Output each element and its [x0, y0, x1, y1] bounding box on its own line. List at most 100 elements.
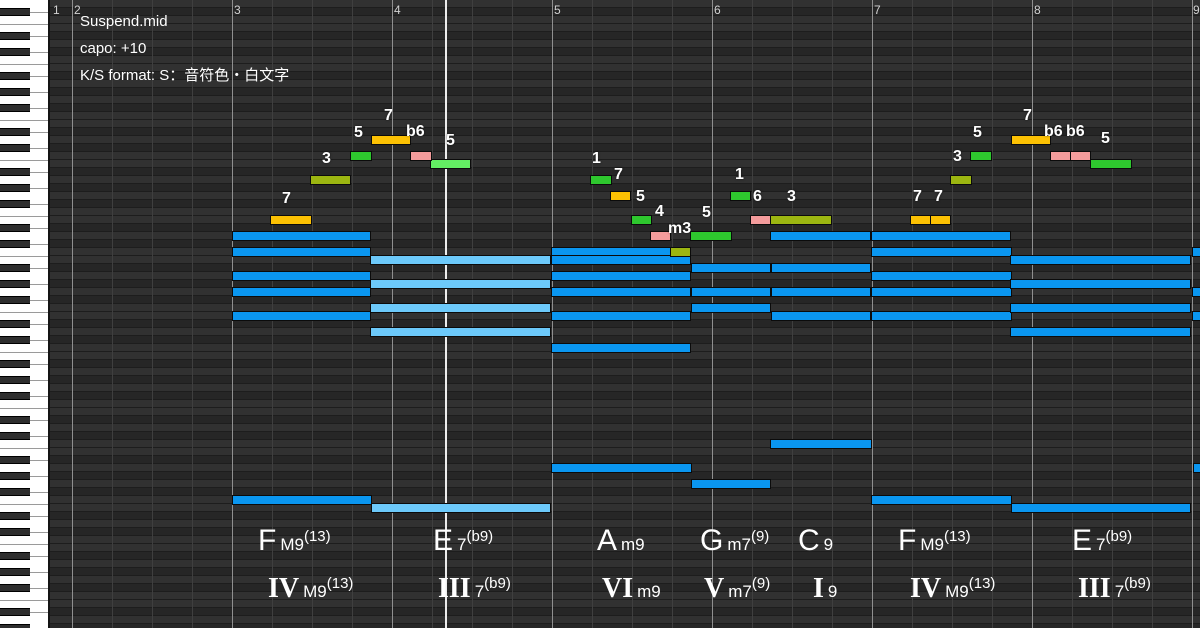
midi-note-blue[interactable] [551, 463, 692, 473]
piano-key-black[interactable] [0, 264, 30, 272]
piano-key-black[interactable] [0, 376, 30, 384]
piano-key-black[interactable] [0, 72, 30, 80]
midi-note-blue[interactable] [871, 287, 1012, 297]
midi-note-pink[interactable] [650, 231, 671, 241]
midi-note-pink[interactable] [750, 215, 771, 225]
midi-note-blue[interactable] [691, 479, 771, 489]
midi-note-green[interactable] [590, 175, 612, 185]
piano-key-black[interactable] [0, 104, 30, 112]
piano-key-black[interactable] [0, 552, 30, 560]
midi-note-blue[interactable] [770, 231, 871, 241]
piano-key-black[interactable] [0, 336, 30, 344]
degree-label: 1 [735, 166, 744, 183]
midi-note-blue[interactable] [1192, 287, 1200, 297]
piano-key-black[interactable] [0, 128, 30, 136]
midi-note-blue[interactable] [551, 343, 691, 353]
midi-note-blue[interactable] [1010, 255, 1191, 265]
midi-note-orange[interactable] [910, 215, 931, 225]
midi-note-blue[interactable] [691, 287, 771, 297]
midi-note-blue[interactable] [232, 231, 371, 241]
piano-key-black[interactable] [0, 168, 30, 176]
midi-note-blue[interactable] [1010, 279, 1191, 289]
piano-key-black[interactable] [0, 224, 30, 232]
piano-key-black[interactable] [0, 144, 30, 152]
midi-note-blue[interactable] [871, 231, 1011, 241]
midi-note-blue[interactable] [232, 247, 371, 257]
midi-note-blue[interactable] [770, 439, 872, 449]
midi-note-blue[interactable] [232, 495, 372, 505]
midi-note-blue[interactable] [551, 311, 691, 321]
midi-note-blue[interactable] [871, 311, 1012, 321]
midi-note-green[interactable] [730, 191, 751, 201]
midi-note-blue[interactable] [871, 271, 1012, 281]
midi-note-blue[interactable] [1193, 463, 1200, 473]
piano-key-black[interactable] [0, 528, 30, 536]
midi-note-orange[interactable] [270, 215, 312, 225]
piano-key-black[interactable] [0, 8, 30, 16]
midi-note-blue[interactable] [871, 495, 1012, 505]
piano-key-black[interactable] [0, 184, 30, 192]
piano-key-black[interactable] [0, 360, 30, 368]
piano-key-black[interactable] [0, 608, 30, 616]
midi-note-blue[interactable] [1010, 303, 1191, 313]
midi-note-green[interactable] [1090, 159, 1132, 169]
midi-note-blue[interactable] [771, 311, 871, 321]
piano-key-black[interactable] [0, 416, 30, 424]
piano-key-black[interactable] [0, 280, 30, 288]
midi-note-green[interactable] [690, 231, 732, 241]
piano-key-black[interactable] [0, 456, 30, 464]
midi-note-green[interactable] [350, 151, 372, 161]
piano-key-black[interactable] [0, 512, 30, 520]
piano-keyboard[interactable] [0, 0, 50, 628]
midi-note-blue[interactable] [551, 271, 691, 281]
midi-note-blue[interactable] [232, 287, 371, 297]
midi-note-blue[interactable] [691, 303, 771, 313]
playhead[interactable] [445, 0, 447, 628]
midi-note-orange[interactable] [610, 191, 631, 201]
midi-note-orange[interactable] [1011, 135, 1051, 145]
piano-key-black[interactable] [0, 432, 30, 440]
midi-note-green[interactable] [631, 215, 652, 225]
midi-note-blue[interactable] [691, 263, 771, 273]
piano-key-black[interactable] [0, 568, 30, 576]
midi-note-olive[interactable] [310, 175, 351, 185]
piano-key-black[interactable] [0, 584, 30, 592]
midi-note-lblue[interactable] [370, 327, 551, 337]
midi-note-lgreen[interactable] [430, 159, 471, 169]
midi-note-blue[interactable] [551, 255, 691, 265]
midi-note-green[interactable] [970, 151, 992, 161]
piano-key-black[interactable] [0, 88, 30, 96]
midi-note-blue[interactable] [871, 247, 1012, 257]
midi-note-blue[interactable] [771, 287, 871, 297]
piano-key-black[interactable] [0, 472, 30, 480]
piano-key-black[interactable] [0, 48, 30, 56]
midi-note-olive[interactable] [770, 215, 832, 225]
midi-note-blue[interactable] [771, 263, 871, 273]
midi-note-lblue[interactable] [370, 255, 551, 265]
piano-key-black[interactable] [0, 296, 30, 304]
piano-key-black[interactable] [0, 32, 30, 40]
piano-key-black[interactable] [0, 240, 30, 248]
midi-note-lblue[interactable] [370, 303, 551, 313]
midi-note-pink[interactable] [1070, 151, 1091, 161]
piano-key-black[interactable] [0, 624, 30, 628]
midi-note-blue[interactable] [1010, 327, 1191, 337]
midi-note-blue[interactable] [1192, 311, 1200, 321]
piano-key-black[interactable] [0, 488, 30, 496]
midi-note-lblue[interactable] [371, 503, 551, 513]
midi-note-blue[interactable] [1011, 503, 1191, 513]
midi-note-lblue[interactable] [370, 279, 551, 289]
midi-note-blue[interactable] [232, 311, 371, 321]
piano-key-black[interactable] [0, 200, 30, 208]
midi-note-olive[interactable] [670, 247, 691, 257]
midi-note-pink[interactable] [1050, 151, 1071, 161]
midi-note-blue[interactable] [551, 287, 691, 297]
midi-note-pink[interactable] [410, 151, 432, 161]
midi-note-blue[interactable] [232, 271, 371, 281]
piano-key-black[interactable] [0, 320, 30, 328]
midi-note-orange[interactable] [371, 135, 411, 145]
midi-note-olive[interactable] [950, 175, 972, 185]
midi-note-orange[interactable] [930, 215, 951, 225]
midi-note-blue[interactable] [1192, 247, 1200, 257]
piano-key-black[interactable] [0, 392, 30, 400]
